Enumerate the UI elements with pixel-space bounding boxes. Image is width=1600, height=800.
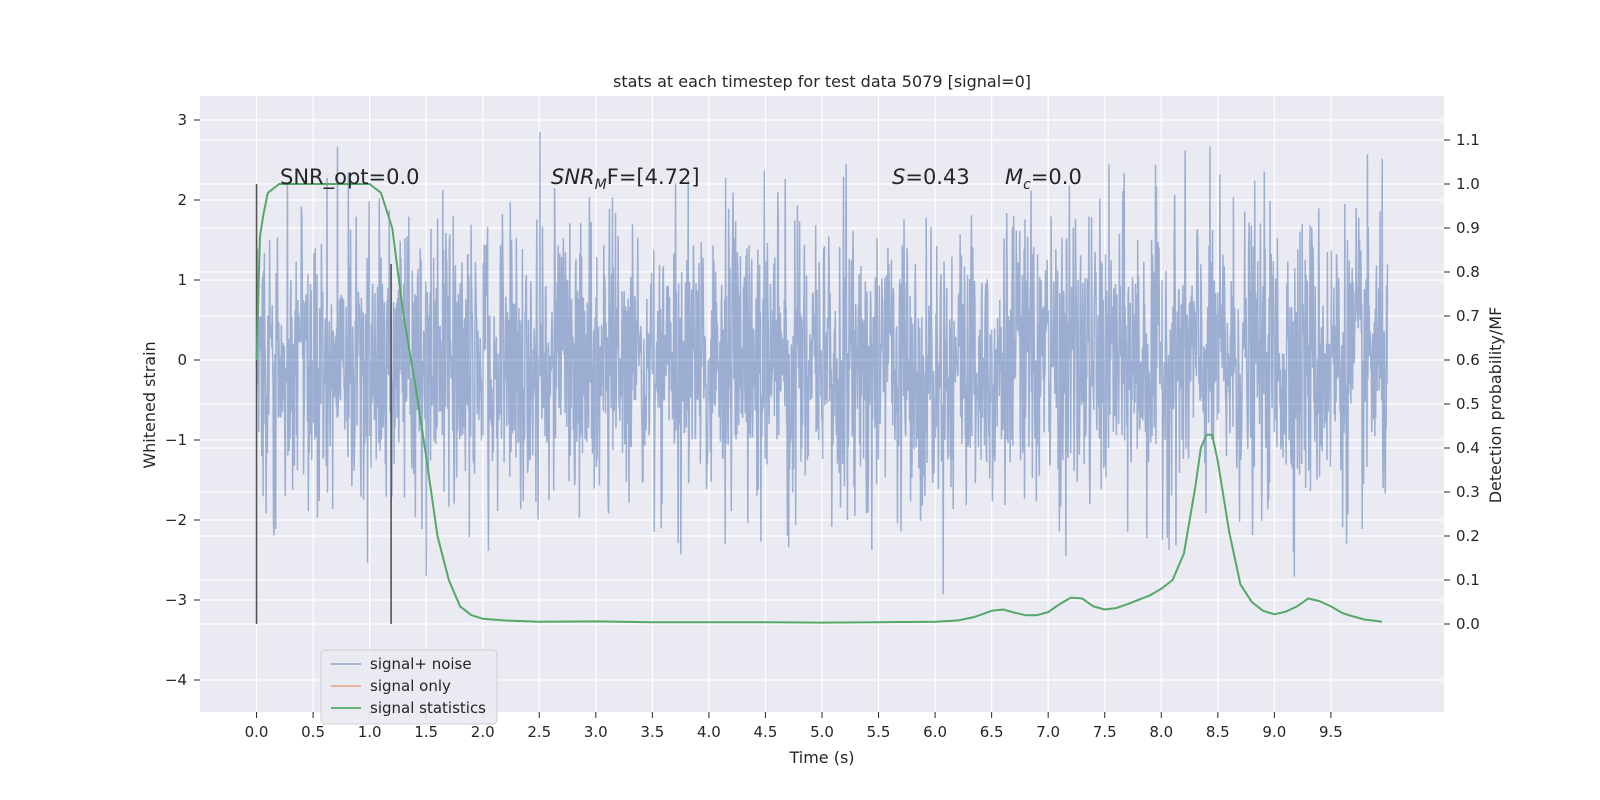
x-tick-label: 9.5 [1319, 723, 1343, 741]
legend-label-signal-noise: signal+ noise [370, 655, 472, 673]
ticks: 0.0 0.5 1.0 1.5 2.0 2.5 3.0 3.5 4.0 4.5 5.0 5.5 6.0 6… [165, 111, 1480, 741]
legend-label-signal-statistics: signal statistics [370, 699, 486, 717]
y-tick-label-right: 0.4 [1456, 439, 1480, 457]
x-tick-label: 6.5 [980, 723, 1004, 741]
x-tick-label: 9.0 [1262, 723, 1286, 741]
x-tick-label: 6.0 [923, 723, 947, 741]
x-tick-label: 5.5 [867, 723, 891, 741]
y-tick-label-left: −2 [165, 511, 187, 529]
chart-title: stats at each timestep for test data 507… [613, 72, 1031, 91]
annotation-mc: Mc=0.0 [1005, 165, 1082, 193]
x-tick-label: 3.0 [584, 723, 608, 741]
y-tick-label-right: 0.5 [1456, 395, 1480, 413]
y-tick-label-left: 3 [177, 111, 187, 129]
signal-noise-line [255, 131, 1389, 595]
series-signal-noise [255, 131, 1389, 595]
legend: signal+ noise signal only signal statist… [320, 649, 498, 725]
annotation-s-value: =0.43 [905, 165, 969, 189]
x-tick-label: 8.5 [1206, 723, 1230, 741]
signal-statistics-line [255, 183, 1382, 624]
x-tick-label: 0.5 [301, 723, 325, 741]
x-tick-label: 4.0 [697, 723, 721, 741]
annotation-s-main: S [892, 165, 905, 189]
y-tick-label-left: −3 [165, 591, 187, 609]
series-signal-statistics [255, 183, 1382, 624]
x-tick-label: 2.0 [471, 723, 495, 741]
legend-label-signal-only: signal only [370, 677, 451, 695]
y-tick-label-right: 0.7 [1456, 307, 1480, 325]
x-tick-label: 1.5 [414, 723, 438, 741]
annotation-s-stat: S=0.43 [892, 165, 970, 189]
y-tick-label-right: 0.6 [1456, 351, 1480, 369]
y-tick-label-left: 2 [177, 191, 187, 209]
y-tick-label-right: 0.9 [1456, 219, 1480, 237]
y-tick-label-right: 1.0 [1456, 175, 1480, 193]
vertical-markers [255, 184, 392, 624]
y-tick-label-left: 1 [177, 271, 187, 289]
legend-box [320, 649, 498, 725]
annotation-mc-value: =0.0 [1031, 165, 1082, 189]
annotation-snr-mf-sub: M [595, 177, 607, 193]
y-tick-label-left: −1 [165, 431, 187, 449]
x-tick-label: 8.0 [1149, 723, 1173, 741]
x-tick-label: 5.0 [810, 723, 834, 741]
annotation-mc-sub: c [1023, 177, 1031, 193]
y-tick-label-right: 0.8 [1456, 263, 1480, 281]
x-tick-label: 3.5 [640, 723, 664, 741]
y-axis-label-right: Detection probability/MF [1486, 307, 1505, 504]
y-axis-label-left: Whitened strain [140, 341, 159, 468]
y-tick-label-right: 0.0 [1456, 615, 1480, 633]
annotation-snr-mf-main: SNR [551, 165, 595, 189]
y-tick-label-right: 0.1 [1456, 571, 1480, 589]
y-tick-label-left: −4 [165, 671, 187, 689]
annotation-snr-mf: SNRMF=[4.72] [551, 165, 700, 193]
x-tick-label: 2.5 [527, 723, 551, 741]
y-tick-label-left: 0 [177, 351, 187, 369]
x-tick-label: 7.0 [1036, 723, 1060, 741]
x-axis-label: Time (s) [788, 748, 854, 767]
y-tick-label-right: 1.1 [1456, 131, 1480, 149]
y-tick-label-right: 0.3 [1456, 483, 1480, 501]
annotation-mc-main: M [1005, 165, 1023, 189]
y-tick-label-right: 0.2 [1456, 527, 1480, 545]
annotation-snr-mf-value: F=[4.72] [607, 165, 700, 189]
x-tick-label: 1.0 [358, 723, 382, 741]
x-tick-label: 4.5 [754, 723, 778, 741]
annotation-snr-opt: SNR_opt=0.0 [280, 165, 420, 190]
x-tick-label: 7.5 [1093, 723, 1117, 741]
x-tick-label: 0.0 [245, 723, 269, 741]
